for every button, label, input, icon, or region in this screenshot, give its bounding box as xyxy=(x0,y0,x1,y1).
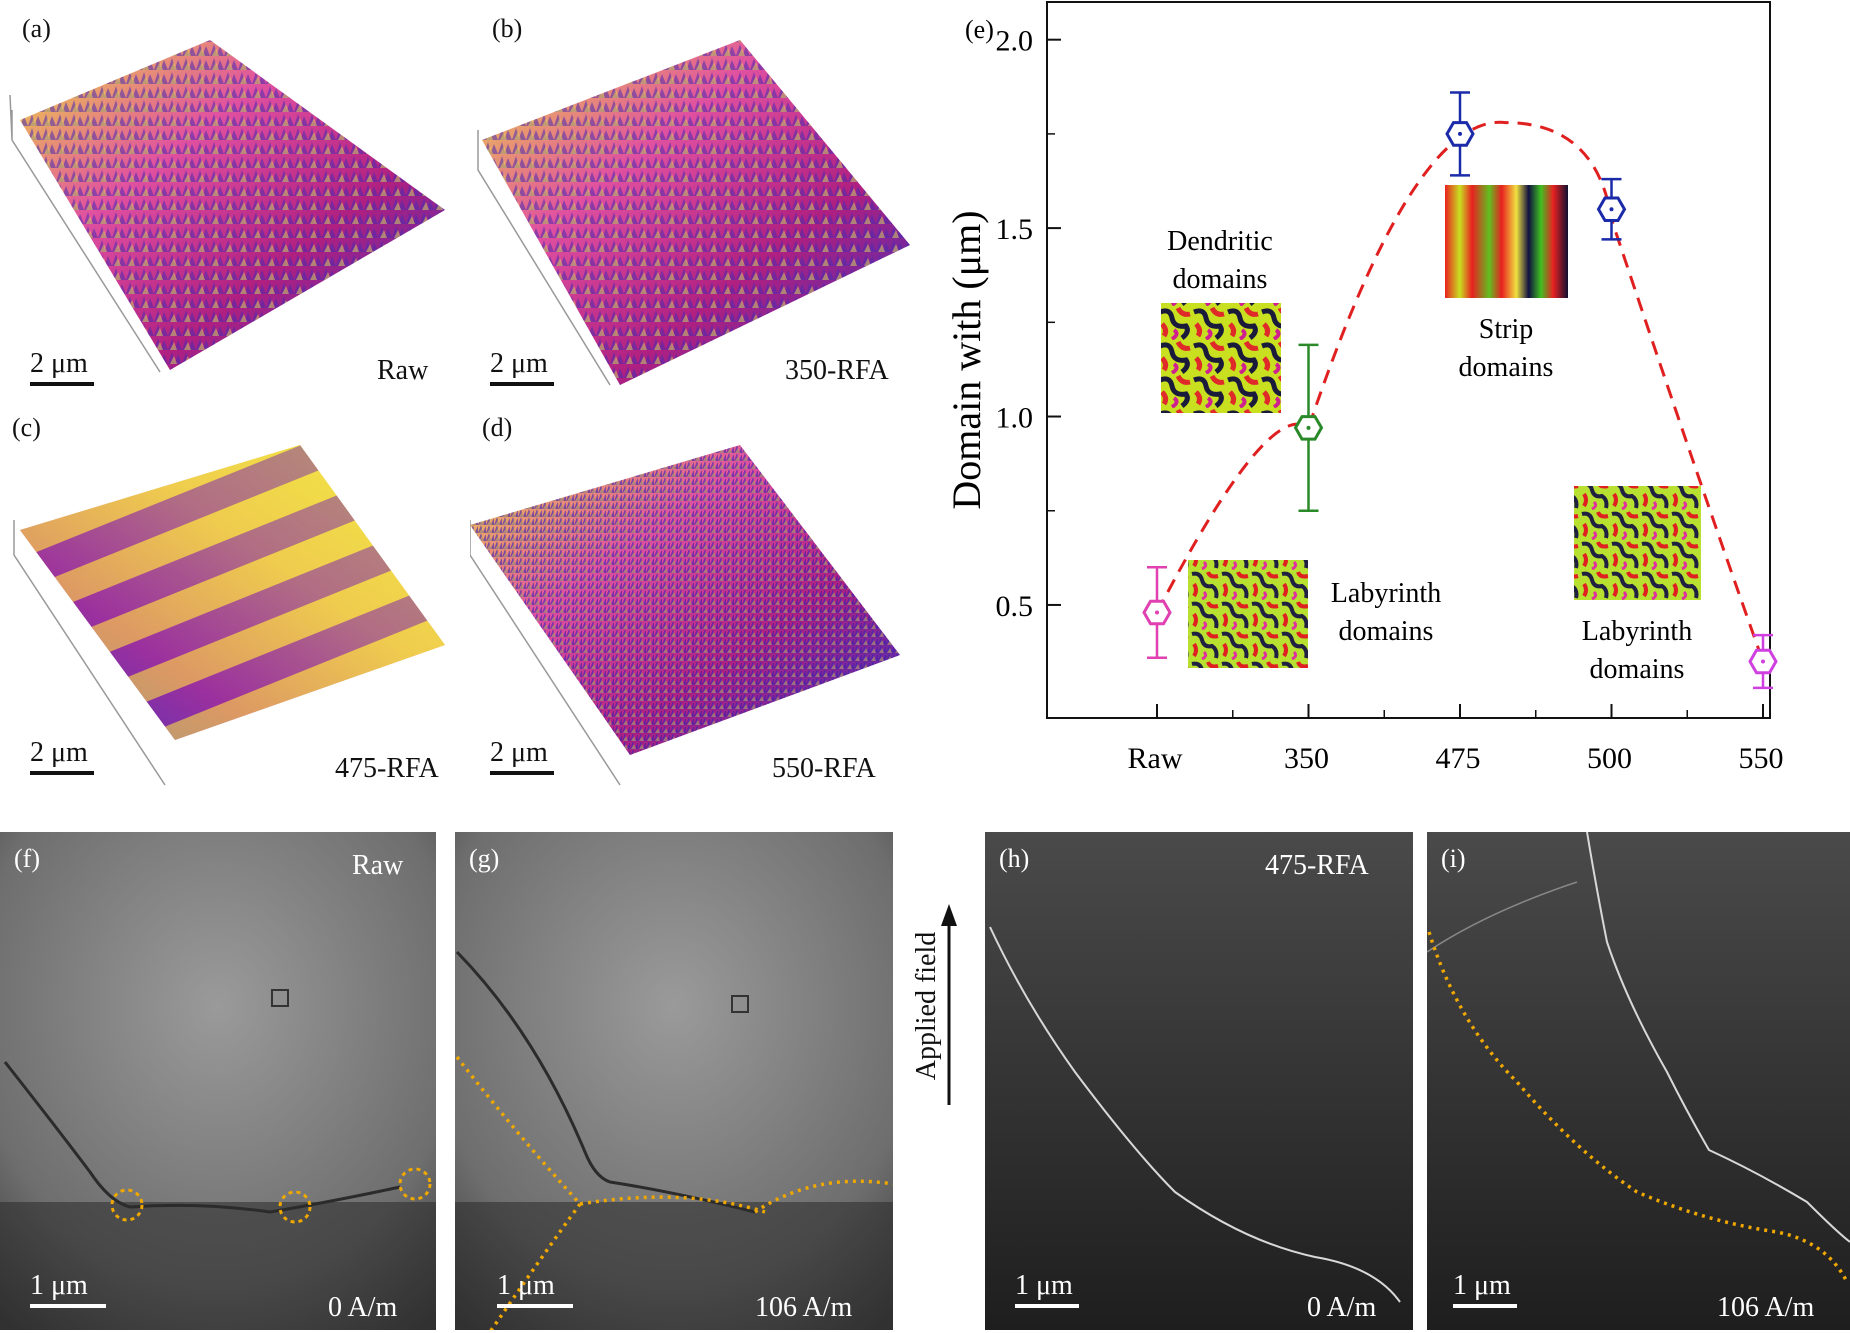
tem-image-h xyxy=(985,832,1413,1330)
y-tick-label-1: 1.0 xyxy=(996,402,1034,435)
annotation-strip-2: domains xyxy=(1459,352,1554,383)
panel-label-a: (a) xyxy=(22,14,51,43)
annotation-dendritic-2: domains xyxy=(1173,264,1268,295)
highlight-circle-3 xyxy=(398,1167,432,1201)
y-tick-label-2: 1.5 xyxy=(996,213,1034,246)
scale-bar-b: 2 μm xyxy=(490,348,554,386)
x-tick-label-3: 500 xyxy=(1587,742,1632,775)
panel-label-f: (f) xyxy=(14,844,40,873)
panel-d: (d) 2 μm 550-RFA xyxy=(470,405,920,795)
annotation-labyrinth-2a: Labyrinth xyxy=(1582,616,1692,647)
strip-domain-inset xyxy=(1445,185,1568,298)
tem-image-i xyxy=(1427,832,1850,1330)
panel-h: (h) 475-RFA 1 μm 0 A/m xyxy=(985,832,1413,1330)
sample-tag-b: 350-RFA xyxy=(785,355,889,386)
data-point-dot-4 xyxy=(1761,659,1765,664)
data-point-dot-1 xyxy=(1306,425,1311,430)
panel-label-i: (i) xyxy=(1441,844,1466,873)
x-tick-label-0: Raw xyxy=(1128,742,1183,775)
scale-bar-h: 1 μm xyxy=(1015,1270,1079,1308)
applied-field-arrow xyxy=(941,904,957,1105)
x-tick-label-2: 475 xyxy=(1436,742,1481,775)
panel-b: (b) 2 μm 350-RFA xyxy=(470,0,920,400)
scale-bar-i: 1 μm xyxy=(1453,1270,1517,1308)
applied-field-indicator: Applied field xyxy=(905,900,965,1120)
annotation-labyrinth-2b: domains xyxy=(1590,654,1685,685)
x-tick-label-4: 550 xyxy=(1739,742,1784,775)
trend-line xyxy=(1155,120,1765,662)
scale-bar-g: 1 μm xyxy=(497,1270,573,1308)
annotation-labyrinth-1a: Labyrinth xyxy=(1331,578,1441,609)
scale-bar-d: 2 μm xyxy=(490,737,554,775)
y-tick-label-3: 2.0 xyxy=(996,25,1034,58)
panel-label-d: (d) xyxy=(482,413,513,442)
highlight-circle-2 xyxy=(278,1190,312,1224)
sample-tag-d: 550-RFA xyxy=(772,753,876,784)
data-point-dot-2 xyxy=(1458,131,1462,136)
afm-surface-a xyxy=(9,40,445,373)
sample-tag-a: Raw xyxy=(377,355,429,386)
domain-wall-trace-g3 xyxy=(579,1195,766,1214)
panel-label-g: (g) xyxy=(469,844,500,873)
domain-wall-trace-g1 xyxy=(455,1055,582,1206)
field-tag-g: 106 A/m xyxy=(755,1292,853,1323)
scale-bar-f: 1 μm xyxy=(30,1270,106,1308)
chart-panel-label: (e) xyxy=(965,15,994,44)
scale-bar-a: 2 μm xyxy=(30,348,94,386)
y-axis-label: Domain with (μm) xyxy=(944,210,989,509)
domain-wall-trace-g4 xyxy=(754,1179,893,1214)
domain-wall-trace-i xyxy=(1427,931,1849,1283)
plot-frame xyxy=(1046,1,1771,719)
panel-label-h: (h) xyxy=(999,844,1030,873)
afm-surface-d xyxy=(470,445,900,786)
afm-surface-c xyxy=(13,445,445,786)
panel-label-c: (c) xyxy=(12,413,41,442)
field-tag-i: 106 A/m xyxy=(1717,1292,1815,1323)
annotation-strip-1: Strip xyxy=(1479,314,1533,345)
applied-field-label: Applied field xyxy=(911,931,942,1081)
tem-image-f xyxy=(0,832,436,1330)
data-point-dot-3 xyxy=(1609,207,1614,212)
chart-e: (e) Domain with (μm) 0.5 1.0 1.5 2.0 Raw 350… xyxy=(944,1,1784,775)
panel-a: (a) 2 μm Raw xyxy=(0,0,460,400)
annotation-dendritic-1: Dendritic xyxy=(1167,226,1273,257)
field-tag-f: 0 A/m xyxy=(328,1292,398,1323)
sample-tag-c: 475-RFA xyxy=(335,753,439,784)
panel-i: (i) 1 μm 106 A/m xyxy=(1427,832,1850,1330)
tem-image-g xyxy=(455,832,893,1330)
labyrinth-domain-inset-2 xyxy=(1574,486,1701,600)
dendritic-domain-inset xyxy=(1161,303,1281,413)
afm-surface-b xyxy=(477,40,910,386)
y-tick-label-0: 0.5 xyxy=(996,590,1034,623)
field-tag-h: 0 A/m xyxy=(1307,1292,1377,1323)
panel-g: (g) 1 μm 106 A/m xyxy=(455,832,893,1330)
sample-tag-h: 475-RFA xyxy=(1265,850,1369,881)
sample-tag-f: Raw xyxy=(352,850,404,881)
x-tick-label-1: 350 xyxy=(1284,742,1329,775)
annotation-labyrinth-1b: domains xyxy=(1339,616,1434,647)
panel-c: (c) 2 μm 475-RFA xyxy=(0,405,460,795)
data-point-dot-0 xyxy=(1155,610,1159,615)
panel-f: (f) Raw 1 μm 0 A/m xyxy=(0,832,436,1330)
labyrinth-domain-inset-1 xyxy=(1188,560,1308,668)
panel-label-b: (b) xyxy=(492,14,523,43)
scale-bar-c: 2 μm xyxy=(30,737,94,775)
highlight-circle-1 xyxy=(110,1188,144,1222)
